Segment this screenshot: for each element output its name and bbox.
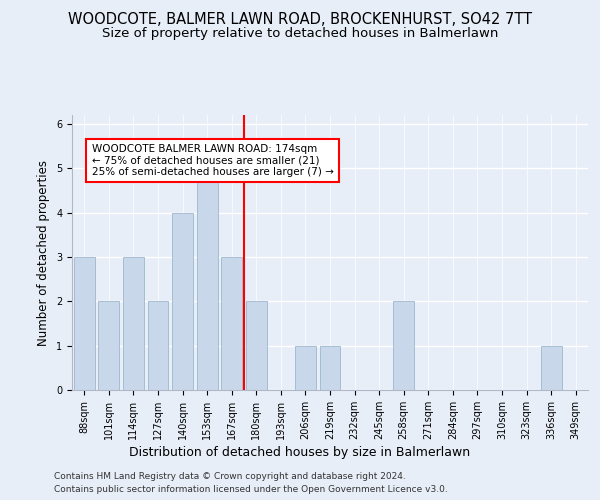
Bar xyxy=(74,257,95,390)
Bar xyxy=(172,212,193,390)
Text: WOODCOTE, BALMER LAWN ROAD, BROCKENHURST, SO42 7TT: WOODCOTE, BALMER LAWN ROAD, BROCKENHURST… xyxy=(68,12,532,28)
Bar xyxy=(197,168,218,390)
Text: Contains HM Land Registry data © Crown copyright and database right 2024.: Contains HM Land Registry data © Crown c… xyxy=(54,472,406,481)
Bar xyxy=(246,302,267,390)
Bar xyxy=(295,346,316,390)
Bar xyxy=(98,302,119,390)
Text: Contains public sector information licensed under the Open Government Licence v3: Contains public sector information licen… xyxy=(54,484,448,494)
Text: Distribution of detached houses by size in Balmerlawn: Distribution of detached houses by size … xyxy=(130,446,470,459)
Bar xyxy=(541,346,562,390)
Bar xyxy=(320,346,340,390)
Text: Size of property relative to detached houses in Balmerlawn: Size of property relative to detached ho… xyxy=(102,28,498,40)
Bar xyxy=(123,257,144,390)
Bar xyxy=(393,302,414,390)
Y-axis label: Number of detached properties: Number of detached properties xyxy=(37,160,50,346)
Bar xyxy=(221,257,242,390)
Bar xyxy=(148,302,169,390)
Text: WOODCOTE BALMER LAWN ROAD: 174sqm
← 75% of detached houses are smaller (21)
25% : WOODCOTE BALMER LAWN ROAD: 174sqm ← 75% … xyxy=(92,144,334,177)
